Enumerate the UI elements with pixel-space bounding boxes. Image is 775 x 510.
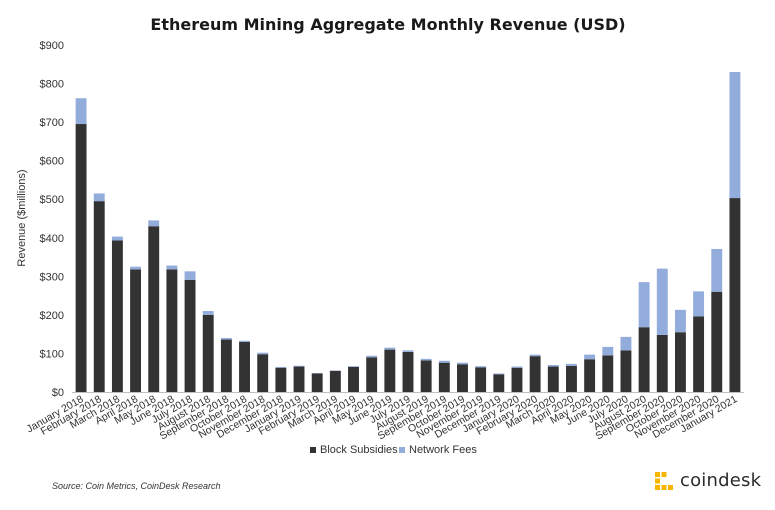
bar-block-subsidies <box>711 291 723 392</box>
bar-block-subsidies <box>257 354 269 392</box>
bar-network-fees <box>202 311 214 315</box>
bar-block-subsidies <box>384 349 396 392</box>
legend-swatch-network-fees <box>399 447 405 453</box>
bar-block-subsidies <box>366 357 378 392</box>
bar-block-subsidies <box>184 279 196 392</box>
y-tick-label: $400 <box>40 233 64 245</box>
y-tick-label: $700 <box>40 117 64 129</box>
bar-network-fees <box>184 271 196 280</box>
bar-network-fees <box>402 350 414 352</box>
y-tick-label: $500 <box>40 194 64 206</box>
bar-block-subsidies <box>493 374 505 392</box>
bar-block-subsidies <box>511 367 523 392</box>
bar-block-subsidies <box>275 367 287 392</box>
bar-network-fees <box>584 354 596 360</box>
y-tick-label: $800 <box>40 79 64 91</box>
bar-block-subsidies <box>656 334 668 392</box>
bar-block-subsidies <box>148 226 160 392</box>
y-tick-label: $100 <box>40 348 64 360</box>
bar-block-subsidies <box>348 366 359 392</box>
bar-network-fees <box>529 354 541 357</box>
bar-network-fees <box>293 365 305 367</box>
bar-block-subsidies <box>166 269 178 392</box>
y-tick-label: $600 <box>40 156 64 168</box>
bar-block-subsidies <box>329 370 341 392</box>
y-tick-label: $200 <box>40 310 64 322</box>
bar-network-fees <box>711 248 723 292</box>
bar-block-subsidies <box>475 367 487 392</box>
revenue-chart: Ethereum Mining Aggregate Monthly Revenu… <box>16 15 744 456</box>
bar-block-subsidies <box>438 362 450 392</box>
bar-network-fees <box>656 268 668 335</box>
bar-block-subsidies <box>566 365 577 392</box>
y-tick-label: $0 <box>52 387 64 399</box>
brand-name: coindesk <box>680 470 762 491</box>
bar-network-fees <box>75 98 87 125</box>
bar-network-fees <box>348 366 359 367</box>
bar-network-fees <box>384 347 396 350</box>
bar-network-fees <box>220 338 232 340</box>
bar-block-subsidies <box>602 355 614 392</box>
bar-network-fees <box>275 366 287 368</box>
bar-network-fees <box>93 193 105 202</box>
y-tick-label: $900 <box>40 40 64 52</box>
bar-block-subsidies <box>638 327 650 392</box>
bar-block-subsidies <box>220 339 232 392</box>
chart-title: Ethereum Mining Aggregate Monthly Revenu… <box>150 15 625 34</box>
bar-block-subsidies <box>620 350 632 392</box>
bar-block-subsidies <box>674 332 686 392</box>
bar-block-subsidies <box>529 356 541 392</box>
bar-network-fees <box>457 362 468 365</box>
bar-block-subsidies <box>239 341 250 392</box>
legend: Block Subsidies Network Fees <box>310 444 477 456</box>
y-axis-ticks: $0 $100 $200 $300 $400 $500 $600 $700 $800 $900 <box>40 40 64 399</box>
legend-label-block-subsidies: Block Subsidies <box>320 444 398 456</box>
bar-network-fees <box>729 71 741 199</box>
bar-block-subsidies <box>111 240 123 392</box>
coindesk-logo-icon <box>655 471 673 490</box>
bar-network-fees <box>239 340 250 342</box>
bar-network-fees <box>148 220 160 227</box>
bar-block-subsidies <box>93 201 105 392</box>
bar-network-fees <box>366 355 378 358</box>
bar-network-fees <box>693 291 705 317</box>
bar-block-subsidies <box>75 124 87 393</box>
bar-network-fees <box>130 266 142 270</box>
bar-network-fees <box>493 373 505 375</box>
bar-network-fees <box>438 360 450 363</box>
bar-block-subsidies <box>584 359 596 392</box>
legend-label-network-fees: Network Fees <box>409 444 477 456</box>
bar-network-fees <box>620 336 632 351</box>
bar-network-fees <box>111 236 123 241</box>
bar-block-subsidies <box>202 314 214 392</box>
bar-network-fees <box>602 346 614 356</box>
bar-network-fees <box>566 363 577 366</box>
bar-block-subsidies <box>729 198 741 392</box>
source-note: Source: Coin Metrics, CoinDesk Research <box>52 481 221 491</box>
bar-network-fees <box>547 365 559 367</box>
bar-block-subsidies <box>293 366 305 392</box>
bar-series <box>75 71 741 393</box>
bar-network-fees <box>257 352 269 355</box>
bar-block-subsidies <box>420 360 432 392</box>
bar-network-fees <box>420 358 432 361</box>
bar-network-fees <box>638 282 650 328</box>
bar-network-fees <box>511 366 523 368</box>
bar-block-subsidies <box>457 364 468 392</box>
bar-block-subsidies <box>547 366 559 392</box>
y-tick-label: $300 <box>40 271 64 283</box>
bar-block-subsidies <box>311 373 323 392</box>
bar-network-fees <box>475 366 487 368</box>
brand-logo: coindesk <box>654 470 761 491</box>
bar-network-fees <box>674 309 686 333</box>
y-axis-label: Revenue ($millions) <box>16 169 28 266</box>
legend-swatch-block-subsidies <box>310 447 316 453</box>
bar-block-subsidies <box>693 316 705 392</box>
bar-block-subsidies <box>402 351 414 392</box>
bar-network-fees <box>166 265 178 270</box>
bar-block-subsidies <box>130 269 142 392</box>
